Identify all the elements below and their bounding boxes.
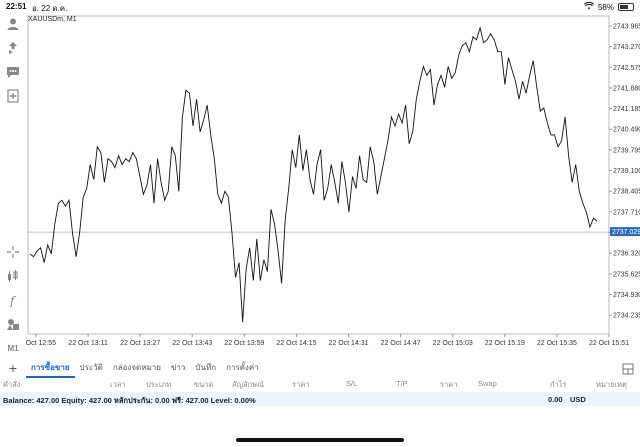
tab-settings[interactable]: การตั้งค่า (226, 363, 259, 372)
wifi-icon (583, 1, 595, 12)
col-comment: หมายเหตุ (596, 380, 627, 389)
split-view-icon[interactable] (622, 362, 634, 380)
y-tick-label: 2741.185 (613, 106, 640, 113)
tab-news[interactable]: ข่าว (170, 363, 186, 372)
account-icon[interactable] (5, 16, 21, 32)
y-tick-label: 2741.880 (613, 85, 640, 92)
tab-journal[interactable]: บันทึก (195, 363, 217, 372)
col-time: เวลา (110, 380, 126, 389)
y-tick-label: 2735.625 (613, 271, 640, 278)
col-price-current: ราคา (440, 380, 458, 389)
status-right: 58% (583, 1, 634, 12)
current-price-label: 2737.029 (612, 229, 640, 236)
y-tick-label: 2739.100 (613, 168, 640, 175)
current-price-badge (610, 227, 640, 237)
col-sl: S/L (346, 379, 358, 388)
x-tick-label: 22 Oct 14:31 (328, 340, 368, 347)
left-toolbar: f M1 (0, 14, 26, 356)
x-tick-label: 22 Oct 15:19 (485, 340, 525, 347)
y-tick-label: 2743.270 (613, 44, 640, 51)
y-tick-label: 2739.795 (613, 147, 640, 154)
home-indicator (236, 438, 404, 442)
col-price: ราคา (292, 380, 310, 389)
col-symbol: สัญลักษณ์ (232, 380, 265, 389)
x-tick-label: 22 Oct 14:15 (276, 340, 316, 347)
trade-arrows-icon[interactable] (5, 40, 21, 56)
crosshair-icon[interactable] (5, 244, 21, 260)
y-tick-label: 2736.320 (613, 251, 640, 258)
status-date: อ. 22 ต.ค. (32, 4, 68, 13)
price-chart-svg: 2743.965 2743.270 2742.575 2741.880 2741.185… (26, 15, 640, 347)
y-tick-label: 2734.235 (613, 313, 640, 320)
col-swap: Swap (478, 379, 497, 388)
bottom-tabs: + การซื้อขาย ประวัติ กล่องจดหมาย ข่าว บั… (0, 358, 640, 378)
tab-mailbox[interactable]: กล่องจดหมาย (112, 363, 161, 372)
col-type: ประเภท (146, 380, 172, 389)
battery-icon (618, 3, 634, 11)
y-tick-label: 2743.965 (613, 23, 640, 30)
col-order: คำสั่ง (3, 380, 21, 389)
x-tick-label: 22 Oct 15:03 (433, 340, 473, 347)
col-tp: T/P (396, 379, 408, 388)
svg-text:f: f (9, 294, 17, 307)
x-tick-label: 22 Oct 12:55 (26, 340, 56, 347)
x-tick-label: 22 Oct 13:43 (172, 340, 212, 347)
balance-row: Balance: 427.00 Equity: 427.00 หลักประกั… (0, 392, 640, 406)
y-tick-label: 2737.710 (613, 209, 640, 216)
chart-symbol-label: XAUUSDm, M1 (28, 16, 77, 23)
y-tick-label: 2742.575 (613, 65, 640, 72)
chat-icon[interactable] (5, 64, 21, 80)
status-time: 22:51 (6, 2, 27, 11)
x-tick-label: 22 Oct 14:47 (381, 340, 421, 347)
x-tick-label: 22 Oct 13:27 (120, 340, 160, 347)
tab-trade[interactable]: การซื้อขาย (26, 358, 75, 378)
x-tick-label: 22 Oct 13:11 (68, 340, 108, 347)
tab-history[interactable]: ประวัติ (79, 363, 103, 372)
total-profit: 0.00 (548, 395, 563, 404)
currency-label: USD (570, 395, 586, 404)
col-volume: ขนาด (194, 380, 214, 389)
timeframe-button[interactable]: M1 (7, 343, 19, 353)
indicators-icon[interactable]: f (5, 292, 21, 308)
chart-type-icon[interactable] (5, 268, 21, 284)
add-icon[interactable]: + (8, 360, 18, 376)
x-tick-label: 22 Oct 13:59 (224, 340, 264, 347)
y-tick-label: 2740.490 (613, 127, 640, 134)
balance-summary: Balance: 427.00 Equity: 427.00 หลักประกั… (3, 396, 256, 405)
y-tick-label: 2738.405 (613, 189, 640, 196)
orders-column-header: คำสั่ง เวลา ประเภท ขนาด สัญลักษณ์ ราคา S… (0, 378, 640, 390)
x-tick-label: 22 Oct 15:35 (537, 340, 577, 347)
battery-fill (620, 5, 629, 9)
x-tick-label: 22 Oct 15:51 (589, 340, 629, 347)
battery-percent: 58% (597, 2, 614, 12)
objects-icon[interactable] (5, 316, 21, 332)
status-bar: 22:51 อ. 22 ต.ค. 58% (0, 0, 640, 14)
new-order-icon[interactable] (5, 88, 21, 104)
price-series-line (29, 26, 598, 323)
y-tick-label: 2734.930 (613, 292, 640, 299)
col-profit: กำไร (550, 380, 567, 389)
plot-frame (27, 15, 610, 335)
price-chart[interactable]: 2743.965 2743.270 2742.575 2741.880 2741.185… (26, 14, 640, 356)
